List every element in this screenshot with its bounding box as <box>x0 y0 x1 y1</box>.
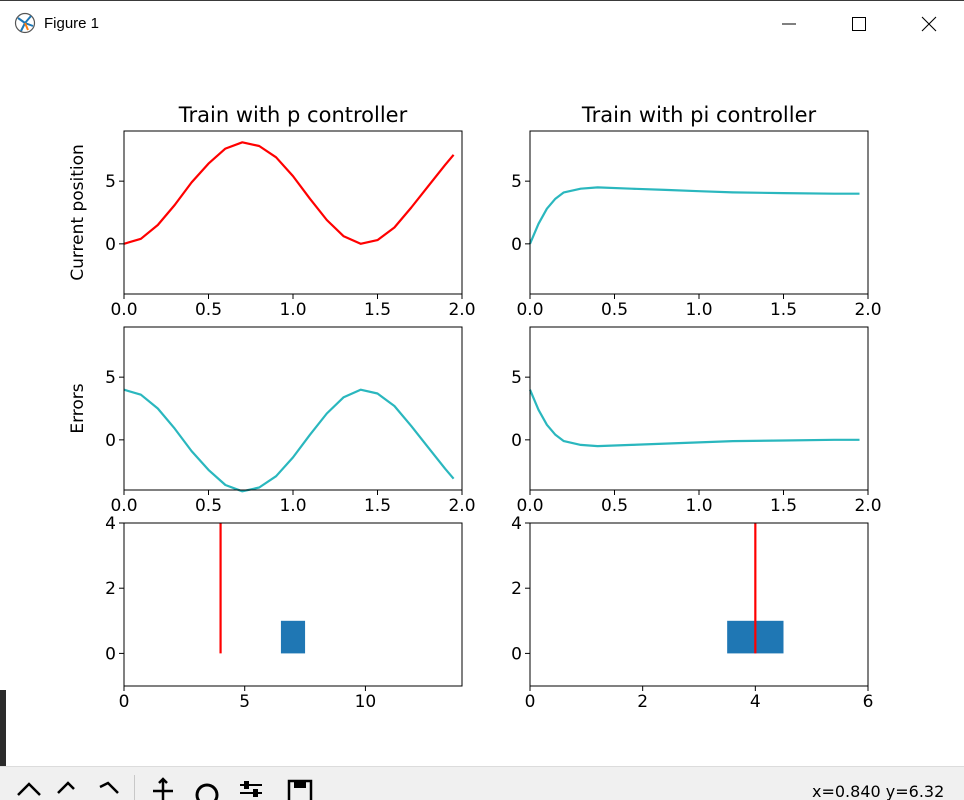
subplot-pi-position: 0.0 0.5 1.0 1.5 2.0 0 5 Train with pi controlle… <box>511 103 881 320</box>
x-tick-label: 1.5 <box>364 496 391 516</box>
axes-frame <box>123 326 463 491</box>
figure-canvas[interactable]: 0.0 0.5 1.0 1.5 2.0 0 5 Train with p controller… <box>0 46 964 766</box>
axes-frame <box>529 522 869 687</box>
series-line-0 <box>123 141 455 245</box>
y-axis-label: Errors <box>68 383 88 433</box>
forward-arrow-icon <box>99 781 119 794</box>
y-tick-label: 5 <box>105 172 116 192</box>
forward-button[interactable] <box>92 773 122 800</box>
x-tick-label: 0.5 <box>601 300 628 320</box>
y-tick-label: 5 <box>511 368 522 388</box>
background-window-edge <box>0 690 6 766</box>
y-tick-label: 4 <box>511 514 522 534</box>
x-tick-label: 10 <box>355 692 377 712</box>
window-title: Figure 1 <box>44 15 100 32</box>
y-tick-label: 0 <box>105 431 116 451</box>
subplot-p-errors: 0.0 0.5 1.0 1.5 2.0 0 5 Errors <box>68 326 476 516</box>
home-button[interactable] <box>14 773 44 800</box>
close-button[interactable] <box>906 7 952 41</box>
x-tick-label: 0.0 <box>516 300 543 320</box>
subplot-pi-errors: 0.0 0.5 1.0 1.5 2.0 0 5 <box>511 326 882 516</box>
y-tick-label: 5 <box>105 368 116 388</box>
x-tick-label: 2.0 <box>854 496 881 516</box>
window-titlebar: Figure 1 <box>0 0 964 46</box>
x-tick-label: 2 <box>637 692 648 712</box>
pan-icon <box>153 777 173 800</box>
x-tick-label: 2.0 <box>854 300 881 320</box>
zoom-magnifier-icon <box>195 783 219 800</box>
series-line-0 <box>528 389 860 448</box>
back-button[interactable] <box>52 773 82 800</box>
y-tick-label: 0 <box>511 431 522 451</box>
minimize-button[interactable] <box>766 7 812 41</box>
axes-frame <box>123 130 463 295</box>
x-tick-label: 1.5 <box>364 300 391 320</box>
x-tick-label: 5 <box>239 692 250 712</box>
x-tick-label: 1.0 <box>279 300 306 320</box>
axes-frame <box>529 130 869 295</box>
save-button[interactable] <box>284 773 314 800</box>
y-tick-label: 2 <box>511 579 522 599</box>
minimize-icon <box>782 23 796 25</box>
y-tick-label: 0 <box>105 644 116 664</box>
y-tick-label: 2 <box>105 579 116 599</box>
x-tick-label: 2.0 <box>448 300 475 320</box>
matplotlib-icon <box>14 12 36 34</box>
subplot-title: Train with p controller <box>178 103 408 127</box>
y-tick-label: 0 <box>511 644 522 664</box>
x-tick-label: 0 <box>525 692 536 712</box>
maximize-button[interactable] <box>836 7 882 41</box>
series-line-0 <box>528 186 860 245</box>
subplot-p-position: 0.0 0.5 1.0 1.5 2.0 0 5 Train with p controller… <box>68 103 476 320</box>
x-tick-label: 1.0 <box>685 300 712 320</box>
train-block <box>280 620 306 654</box>
navigation-toolbar: x=0.840 y=6.32 <box>0 766 964 800</box>
y-tick-label: 0 <box>511 235 522 255</box>
save-disk-icon <box>287 779 313 800</box>
series-line-0 <box>123 388 455 493</box>
back-arrow-icon <box>57 781 75 794</box>
sliders-icon <box>240 781 262 797</box>
x-tick-label: 0.5 <box>195 300 222 320</box>
maximize-icon <box>852 17 866 31</box>
x-tick-label: 1.0 <box>685 496 712 516</box>
subplot-p-animation: 0 5 10 0 2 4 <box>105 514 463 712</box>
axes-frame <box>529 326 869 491</box>
x-tick-label: 0.5 <box>601 496 628 516</box>
home-icon <box>17 782 41 796</box>
x-tick-label: 1.0 <box>279 496 306 516</box>
y-tick-label: 5 <box>511 172 522 192</box>
x-tick-label: 1.5 <box>770 496 797 516</box>
axes-frame <box>123 522 463 687</box>
zoom-button[interactable] <box>192 773 222 800</box>
close-icon <box>921 16 937 32</box>
y-tick-label: 4 <box>105 514 116 534</box>
y-axis-label: Current position <box>68 144 88 281</box>
toolbar-separator <box>134 775 135 800</box>
x-tick-label: 6 <box>863 692 874 712</box>
x-tick-label: 4 <box>750 692 761 712</box>
pan-button[interactable] <box>148 773 178 800</box>
x-tick-label: 2.0 <box>448 496 475 516</box>
x-tick-label: 0.0 <box>516 496 543 516</box>
subplot-pi-animation: 0 2 4 6 0 2 4 <box>511 514 873 712</box>
subplot-title: Train with pi controller <box>581 103 817 127</box>
x-tick-label: 0.0 <box>110 300 137 320</box>
x-tick-label: 0.0 <box>110 496 137 516</box>
x-tick-label: 0.5 <box>195 496 222 516</box>
subplots-button[interactable] <box>236 773 266 800</box>
cursor-coordinates: x=0.840 y=6.32 <box>812 782 945 800</box>
x-tick-label: 0 <box>119 692 130 712</box>
y-tick-label: 0 <box>105 235 116 255</box>
x-tick-label: 1.5 <box>770 300 797 320</box>
